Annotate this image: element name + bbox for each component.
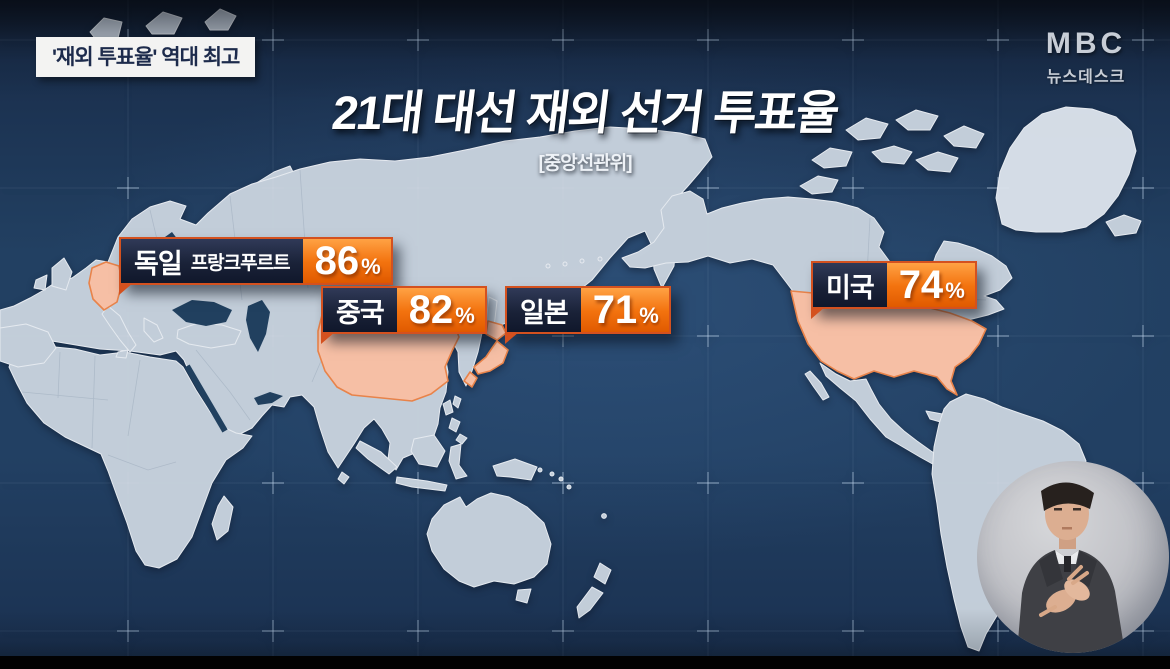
headline-badge: '재외 투표율' 역대 최고 [36,37,256,77]
country-name: 독일 프랑크푸르트 [121,239,303,283]
interpreter-illustration [1017,482,1125,653]
map-label-germany: 독일 프랑크푸르트 86 % [119,237,393,295]
sign-language-interpreter-inset [977,461,1169,653]
interpreter-person [1017,482,1125,653]
turnout-value: 71 % [580,288,669,332]
letterbox-bar [0,656,1170,669]
country-name: 미국 [813,263,887,307]
island-sulawesi [448,443,468,480]
city-name-text: 프랑크푸르트 [190,252,291,274]
island-srilanka [337,471,350,485]
broadcaster-brand: MBC 뉴스데스크 [1028,27,1144,87]
island-new-guinea [492,458,538,481]
program-name: 뉴스데스크 [1046,69,1126,86]
island-ireland [33,274,48,291]
aleutian-island [579,258,585,264]
pacific-island [566,484,572,490]
island-madagascar [211,495,234,541]
turnout-unit: % [361,254,381,279]
island-tasmania [515,588,532,604]
island-borneo [410,434,446,468]
turnout-number: 74 [898,263,944,307]
title-block: 21대 대선 재외 선거 투표율 [중앙선관위] [0,74,1170,175]
map-label-japan: 일본 71 % [505,286,671,344]
turnout-value: 82 % [396,288,485,332]
island-sicily [115,349,129,359]
country-name-text: 일본 [520,297,569,328]
country-name: 중국 [323,288,397,332]
country-name: 일본 [507,288,581,332]
country-name-text: 독일 [134,248,183,279]
page-title: 21대 대선 재외 선거 투표율 [328,86,841,139]
title-source: [중앙선관위] [538,153,632,174]
mbc-logo: MBC [1045,27,1127,60]
aleutian-island [545,263,551,269]
continent-arctic-islands [204,8,237,31]
islands-philippines [442,399,468,445]
continent-arctic-islands [145,11,183,35]
island-taiwan [452,395,462,409]
turnout-unit: % [639,303,659,328]
aleutian-island [597,256,603,262]
aleutian-island [562,261,568,267]
map-label-china: 중국 82 % [321,286,487,344]
map-label-usa: 미국 74 % [811,261,977,319]
pacific-island [549,471,555,477]
pacific-island [601,513,607,519]
turnout-value: 86 % [302,239,391,283]
turnout-unit: % [455,303,475,328]
pacific-island [537,467,543,473]
country-name-text: 미국 [826,272,875,303]
turnout-unit: % [945,278,965,303]
turnout-number: 86 [314,239,360,283]
island-iceland [1105,214,1142,237]
turnout-number: 71 [592,288,638,332]
turnout-value: 74 % [886,263,975,307]
island-java [395,476,448,492]
turnout-number: 82 [408,288,454,332]
pacific-island [558,476,564,482]
continent-australia [426,492,552,588]
islands-new-zealand [576,562,612,619]
country-name-text: 중국 [336,297,385,328]
